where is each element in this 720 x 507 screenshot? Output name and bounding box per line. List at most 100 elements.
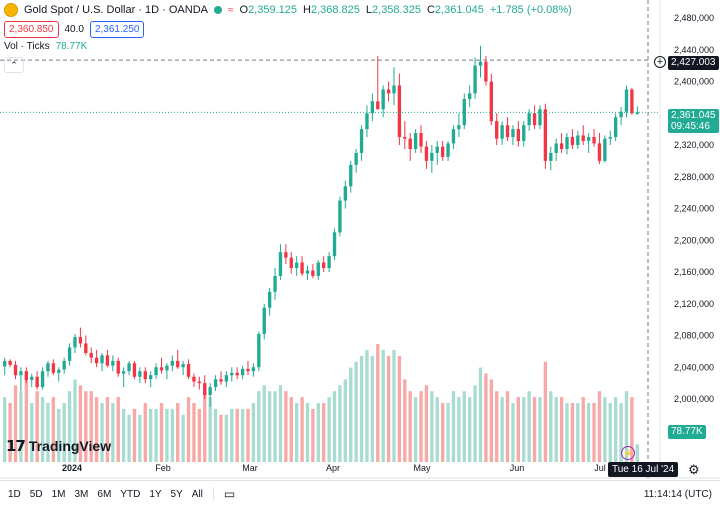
candle-body bbox=[430, 152, 434, 161]
volume-bar bbox=[576, 403, 580, 462]
candle-body bbox=[403, 137, 407, 139]
last-price-label: 2,361.045 09:45:46 bbox=[668, 109, 719, 133]
candle-body bbox=[619, 111, 623, 118]
candle-body bbox=[440, 146, 445, 157]
volume-bar bbox=[446, 403, 450, 462]
candle-body bbox=[608, 137, 612, 139]
add-alert-icon[interactable]: + bbox=[654, 56, 666, 68]
candle-body bbox=[554, 143, 558, 153]
candle-body bbox=[89, 352, 93, 358]
range-1y[interactable]: 1Y bbox=[149, 488, 162, 500]
volume-bar bbox=[213, 408, 218, 462]
range-1m[interactable]: 1M bbox=[51, 488, 66, 500]
date-range-calendar-icon[interactable]: ▭ bbox=[223, 487, 236, 501]
volume-bar bbox=[111, 403, 115, 462]
volume-bar bbox=[403, 379, 407, 462]
volume-bar bbox=[240, 408, 245, 462]
volume-bar bbox=[468, 397, 472, 462]
range-6m[interactable]: 6M bbox=[97, 488, 112, 500]
candle-body bbox=[332, 232, 337, 257]
range-ytd[interactable]: YTD bbox=[120, 488, 141, 500]
candle-body bbox=[19, 371, 23, 376]
candle-body bbox=[532, 113, 537, 126]
volume-bar bbox=[289, 397, 293, 462]
tradingview-logo[interactable]: 𝟭𝟳 TradingView bbox=[6, 437, 111, 455]
price-tick-label: 2,000,000 bbox=[674, 394, 714, 404]
candle-body bbox=[224, 375, 229, 382]
candle-body bbox=[267, 291, 272, 308]
price-tick-label: 2,240,000 bbox=[674, 204, 714, 214]
candle-body bbox=[149, 375, 153, 380]
range-all[interactable]: All bbox=[191, 488, 203, 500]
volume-bar bbox=[408, 391, 412, 462]
candle-body bbox=[370, 101, 375, 114]
volume-bar bbox=[597, 391, 602, 462]
volume-bar bbox=[203, 391, 207, 462]
volume-bar bbox=[322, 403, 326, 462]
volume-bar bbox=[392, 349, 396, 462]
lightning-icon[interactable]: ⚡ bbox=[621, 446, 635, 460]
volume-bar bbox=[181, 414, 185, 462]
candle-body bbox=[570, 137, 575, 145]
candle-body bbox=[219, 379, 223, 382]
ohlc-change: +1.785 (+0.08%) bbox=[489, 4, 572, 16]
utc-clock[interactable]: 11:14:14 (UTC) bbox=[643, 488, 712, 500]
gear-icon[interactable]: ⚙ bbox=[688, 462, 700, 477]
candle-body bbox=[235, 372, 239, 376]
volume-bar bbox=[430, 391, 434, 462]
buy-button[interactable]: 2,361.250 bbox=[89, 21, 145, 38]
volume-bar bbox=[19, 391, 23, 462]
price-tick-label: 2,080,000 bbox=[674, 331, 714, 341]
candle-body bbox=[635, 112, 639, 114]
collapse-legend-button[interactable]: ⌃ bbox=[4, 57, 24, 73]
range-5y[interactable]: 5Y bbox=[170, 488, 183, 500]
candle-body bbox=[94, 357, 99, 364]
range-3m[interactable]: 3M bbox=[74, 488, 89, 500]
candle-body bbox=[116, 360, 120, 374]
volume-bar bbox=[3, 397, 7, 462]
candle-body bbox=[154, 367, 158, 376]
spread-value: 40.0 bbox=[64, 24, 84, 35]
candle-body bbox=[473, 65, 477, 94]
range-1d[interactable]: 1D bbox=[8, 488, 21, 500]
volume-bar bbox=[305, 403, 310, 462]
candle-body bbox=[343, 186, 348, 201]
candle-body bbox=[511, 129, 515, 138]
candle-body bbox=[40, 371, 45, 388]
symbol-legend[interactable]: Gold Spot / U.S. Dollar · 1D · OANDA ≈ O… bbox=[4, 3, 572, 17]
volume-bar bbox=[116, 397, 120, 462]
candle-body bbox=[262, 307, 266, 334]
volume-legend[interactable]: Vol · Ticks 78.77K bbox=[4, 41, 87, 52]
volume-bar bbox=[94, 397, 99, 462]
volume-bar bbox=[343, 379, 348, 462]
candle-body bbox=[111, 360, 115, 366]
time-tick-label: 2024 bbox=[62, 463, 82, 473]
candle-body bbox=[603, 138, 607, 161]
volume-bar bbox=[170, 408, 174, 462]
candle-body bbox=[581, 135, 585, 142]
candle-body bbox=[305, 270, 310, 274]
volume-bar bbox=[121, 408, 126, 462]
candle-body bbox=[138, 371, 142, 377]
volume-bar bbox=[338, 385, 342, 462]
volume-bar bbox=[332, 391, 337, 462]
bottom-toolbar: 1D 5D 1M 3M 6M YTD 1Y 5Y All ▭ 11:14:14 … bbox=[0, 480, 720, 507]
volume-bar bbox=[376, 344, 380, 462]
sell-button[interactable]: 2,360.850 bbox=[4, 21, 59, 38]
trade-buttons: 2,360.850 40.0 2,361.250 bbox=[4, 21, 145, 38]
candle-body bbox=[565, 137, 569, 149]
candle-body bbox=[322, 262, 326, 269]
ohlc-open: O2,359.125 bbox=[239, 4, 298, 16]
gold-symbol-icon bbox=[4, 3, 18, 17]
range-5d[interactable]: 5D bbox=[29, 488, 43, 500]
candle-body bbox=[51, 363, 56, 373]
volume-bar bbox=[57, 408, 61, 462]
candle-body bbox=[592, 137, 596, 144]
price-tick-label: 2,040,000 bbox=[674, 362, 714, 372]
candle-body bbox=[35, 376, 39, 388]
volume-bar bbox=[294, 403, 299, 462]
volume-bar bbox=[230, 408, 234, 462]
volume-bar bbox=[219, 414, 223, 462]
candle-body bbox=[257, 333, 261, 368]
